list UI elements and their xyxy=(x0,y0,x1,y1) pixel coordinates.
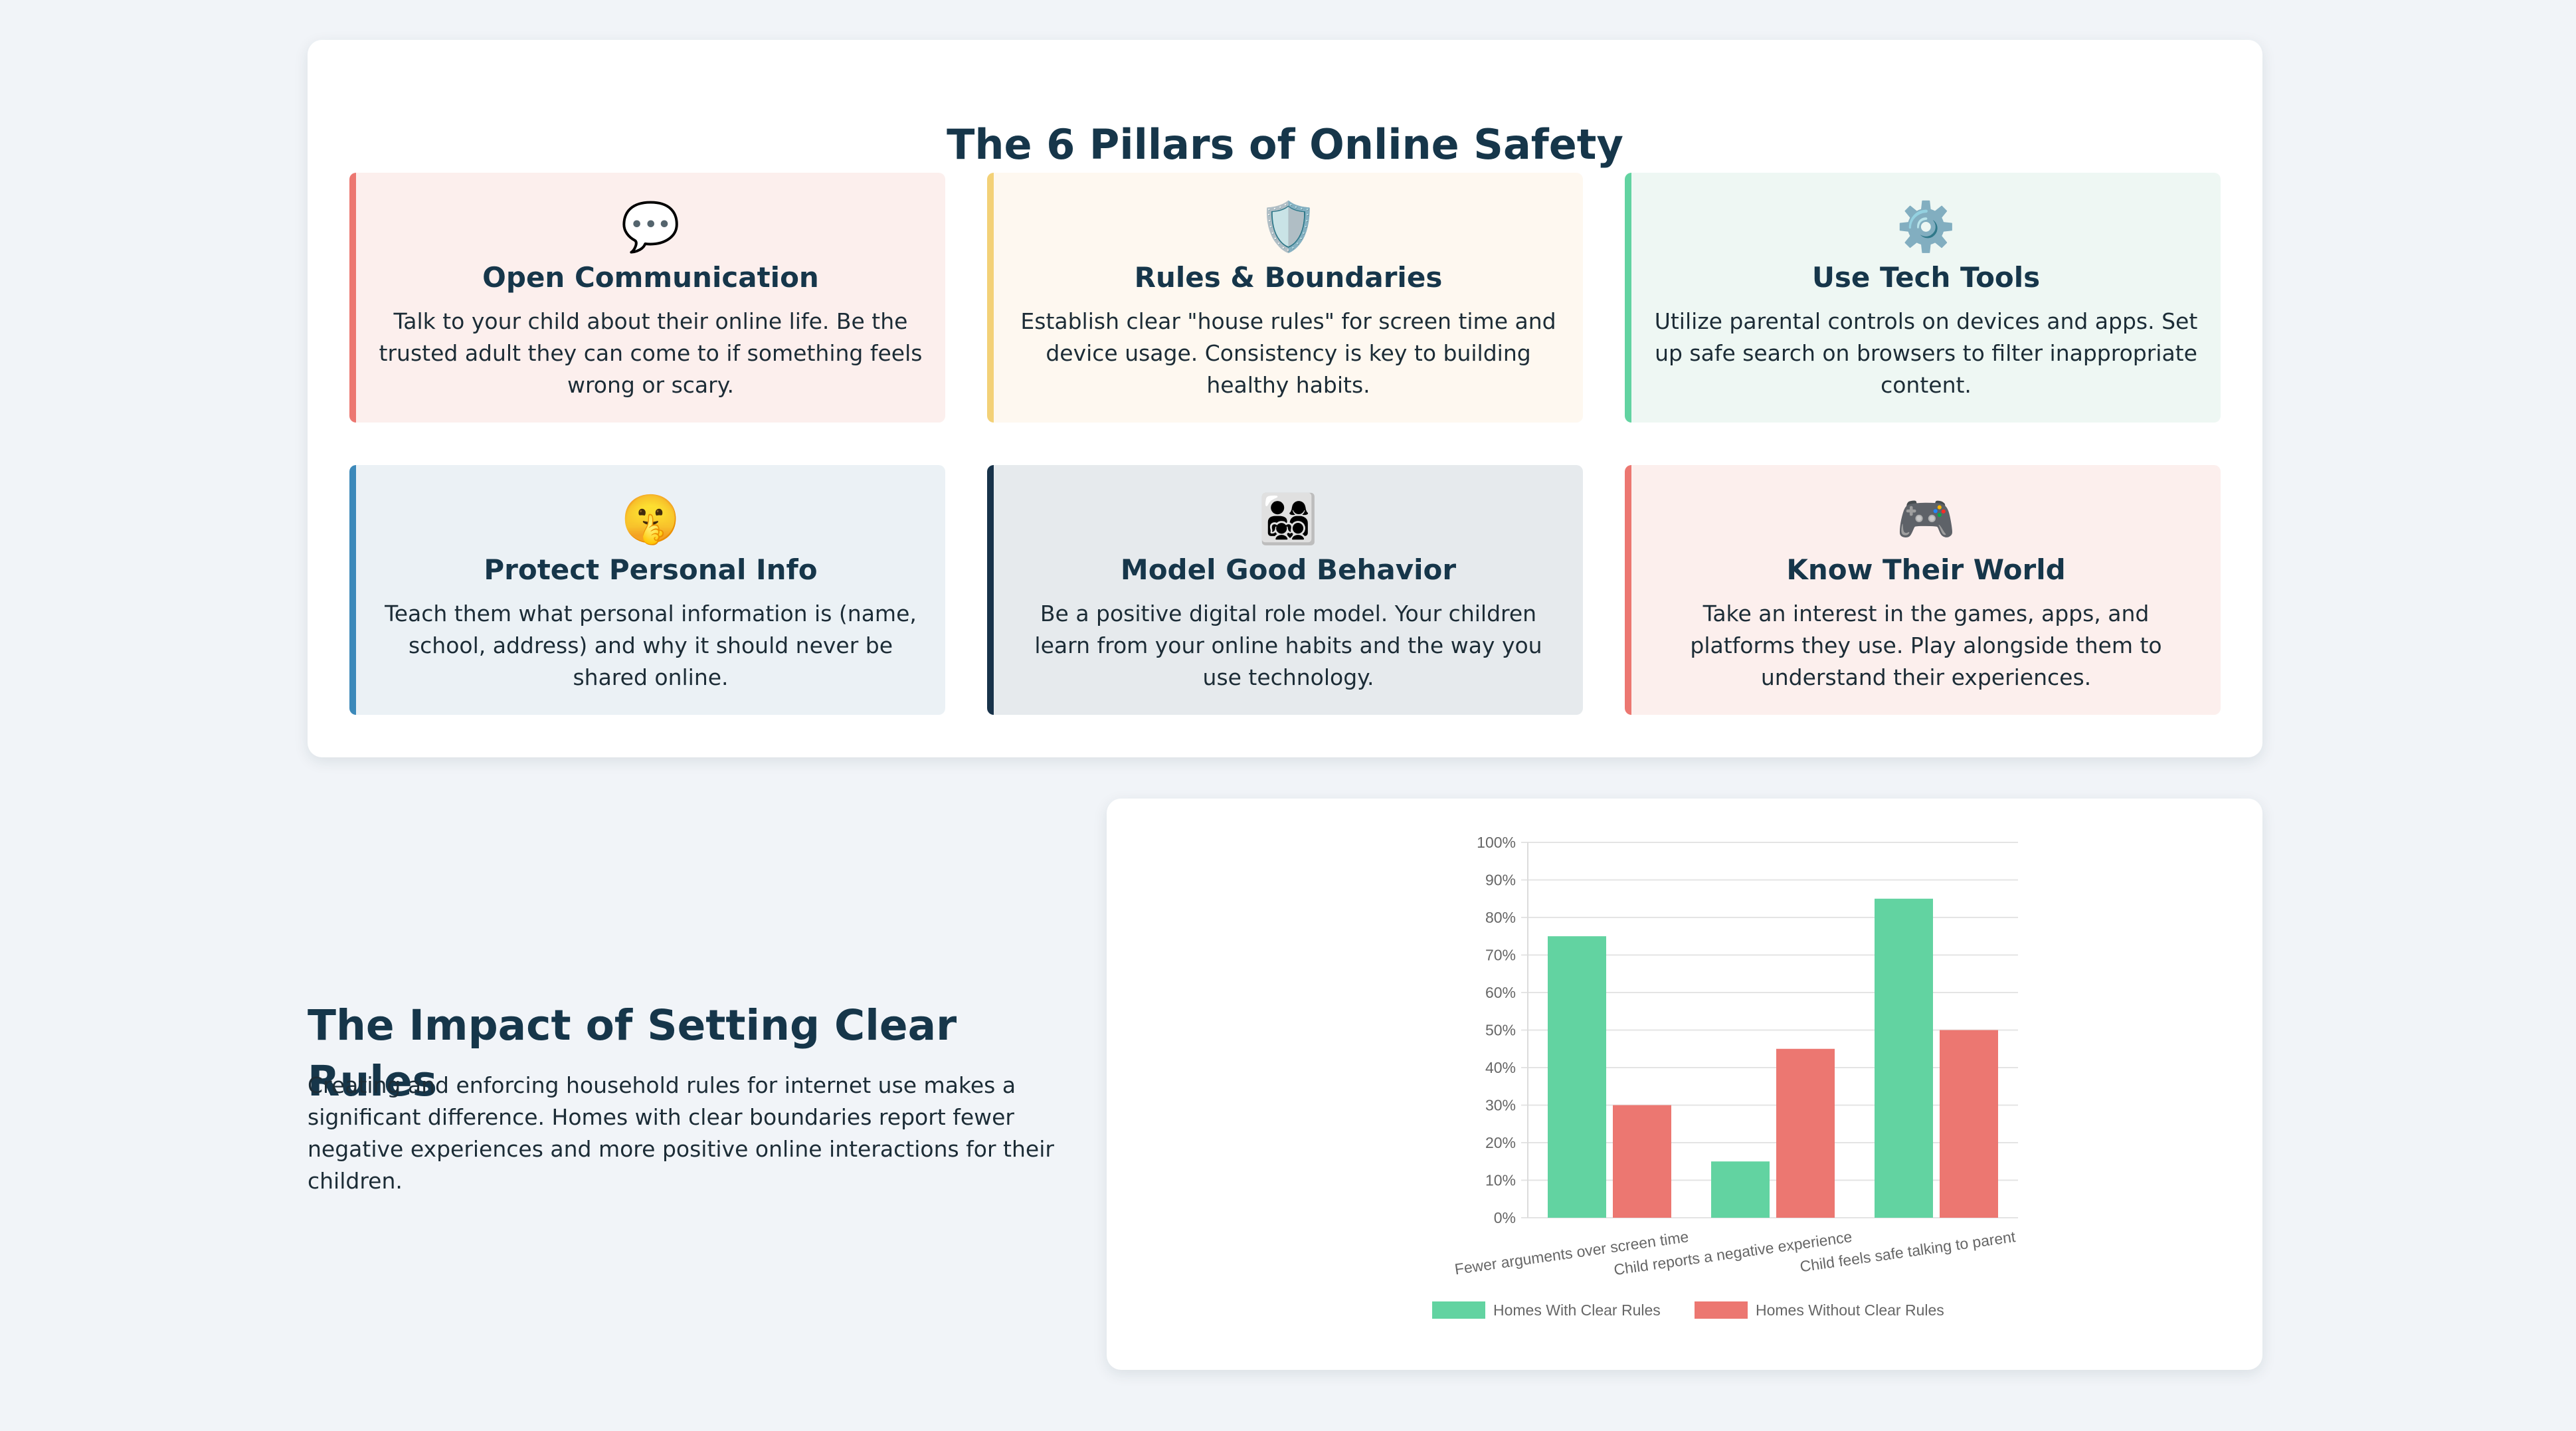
bar xyxy=(1548,936,1606,1218)
pillar-title: Rules & Boundaries xyxy=(1134,261,1443,294)
bar xyxy=(1711,1161,1770,1218)
pillar-card-use-tech-tools: ⚙️ Use Tech Tools Utilize parental contr… xyxy=(1625,173,2221,423)
y-tick-label: 40% xyxy=(1485,1059,1516,1076)
pillar-card-model-good-behavior: 👨‍👩‍👧‍👦 Model Good Behavior Be a positiv… xyxy=(987,465,1583,715)
bar xyxy=(1776,1048,1835,1218)
pillar-card-protect-personal-info: 🤫 Protect Personal Info Teach them what … xyxy=(349,465,945,715)
y-tick-label: 30% xyxy=(1485,1097,1516,1114)
y-tick-label: 60% xyxy=(1485,984,1516,1001)
pillar-card-know-their-world: 🎮 Know Their World Take an interest in t… xyxy=(1625,465,2221,715)
pillar-description: Establish clear "house rules" for screen… xyxy=(1020,308,1556,398)
pillar-card-open-communication: 💬 Open Communication Talk to your child … xyxy=(349,173,945,423)
y-tick-label: 0% xyxy=(1494,1209,1516,1226)
shield-icon: 🛡️ xyxy=(1258,199,1319,254)
y-tick-label: 70% xyxy=(1485,947,1516,964)
y-tick-label: 50% xyxy=(1485,1022,1516,1039)
y-tick-label: 10% xyxy=(1485,1172,1516,1189)
impact-bar-chart: 0%10%20%30%40%50%60%70%80%90%100%Fewer a… xyxy=(1432,834,2018,1319)
pillar-description: Talk to your child about their online li… xyxy=(379,308,923,398)
legend-swatch xyxy=(1432,1301,1485,1319)
pillar-description: Utilize parental controls on devices and… xyxy=(1654,308,2198,398)
y-tick-label: 20% xyxy=(1485,1134,1516,1151)
impact-title: The Impact of Setting Clear Rules xyxy=(308,1001,957,1105)
pillar-description: Be a positive digital role model. Your c… xyxy=(1034,601,1542,690)
y-tick-label: 80% xyxy=(1485,909,1516,926)
pillars-panel: The 6 Pillars of Online Safety 💬 Open Co… xyxy=(308,40,2262,757)
pillar-description: Teach them what personal information is … xyxy=(385,601,917,690)
bar xyxy=(1940,1030,1998,1218)
pillar-title: Use Tech Tools xyxy=(1811,261,2041,294)
game-controller-icon: 🎮 xyxy=(1896,491,1956,547)
gear-icon: ⚙️ xyxy=(1896,199,1956,254)
pillar-title: Model Good Behavior xyxy=(1120,553,1457,586)
pillar-description: Take an interest in the games, apps, and… xyxy=(1690,601,2162,690)
bar xyxy=(1875,898,1933,1218)
y-tick-label: 100% xyxy=(1477,834,1516,851)
legend-label: Homes With Clear Rules xyxy=(1493,1301,1661,1319)
impact-description: Creating and enforcing household rules f… xyxy=(308,1072,1054,1194)
pillar-title: Open Communication xyxy=(482,261,819,294)
speech-bubble-icon: 💬 xyxy=(620,199,681,254)
legend-label: Homes Without Clear Rules xyxy=(1756,1301,1944,1319)
pillar-title: Know Their World xyxy=(1786,553,2066,586)
pillars-title: The 6 Pillars of Online Safety xyxy=(947,120,1623,169)
pillar-title: Protect Personal Info xyxy=(484,553,818,586)
family-icon: 👨‍👩‍👧‍👦 xyxy=(1258,491,1319,547)
bar xyxy=(1613,1105,1671,1218)
shushing-face-icon: 🤫 xyxy=(620,491,681,547)
legend-swatch xyxy=(1695,1301,1748,1319)
chart-panel: 0% 10% 20% 30% 40% 50% 60% 70% 80% 90% 100% Fewer a… xyxy=(1107,799,2262,1370)
y-tick-label: 90% xyxy=(1485,872,1516,889)
pillar-card-rules-boundaries: 🛡️ Rules & Boundaries Establish clear "h… xyxy=(987,173,1583,423)
